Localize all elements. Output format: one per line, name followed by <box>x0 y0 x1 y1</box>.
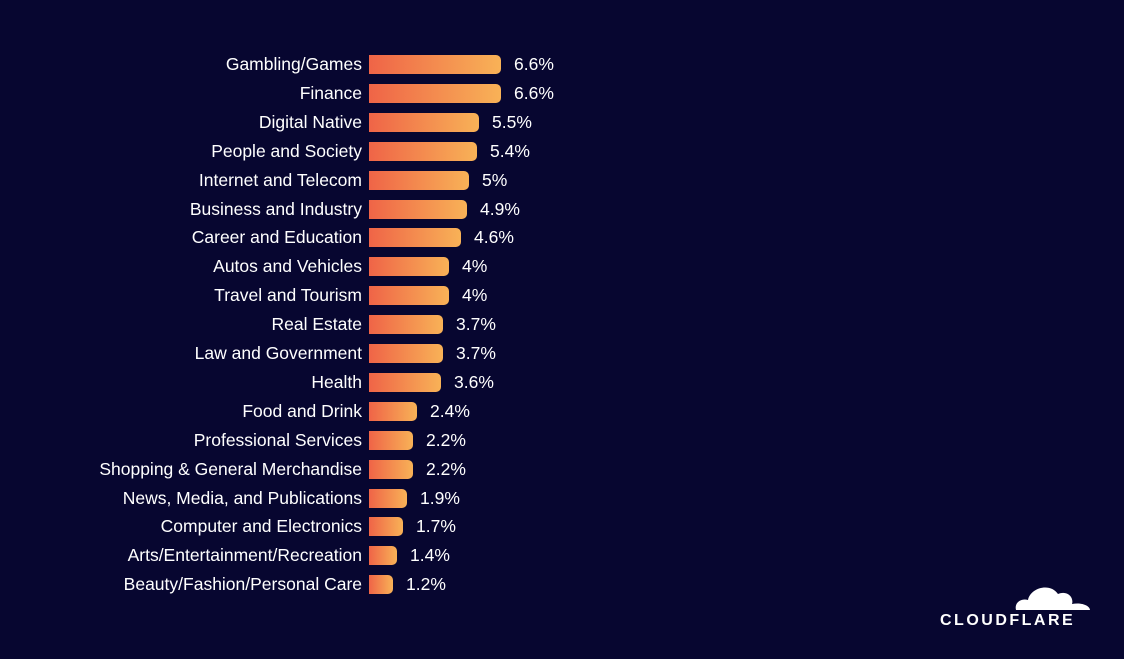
bar-row: Health 3.6% <box>0 371 1124 393</box>
data-label: 3.7% <box>456 314 496 335</box>
data-label: 5.5% <box>492 111 532 132</box>
category-label: News, Media, and Publications <box>122 487 362 508</box>
data-label: 1.7% <box>416 516 456 537</box>
bar-row: People and Society 5.4% <box>0 140 1124 162</box>
data-label: 1.2% <box>406 574 446 595</box>
bar-row: Gambling/Games 6.6% <box>0 53 1124 75</box>
data-label: 1.4% <box>410 545 450 566</box>
data-label: 6.6% <box>514 54 554 74</box>
category-label: Business and Industry <box>189 198 362 219</box>
bar <box>369 55 501 74</box>
bar <box>369 401 417 421</box>
bar-row: Law and Government 3.7% <box>0 342 1124 364</box>
category-label: Finance <box>299 82 362 103</box>
category-label: Internet and Telecom <box>198 169 362 190</box>
bar <box>369 488 407 508</box>
category-label: Law and Government <box>194 343 362 363</box>
data-label: 6.6% <box>514 82 554 103</box>
category-label: Autos and Vehicles <box>213 256 362 277</box>
category-label: Health <box>311 371 362 392</box>
data-label: 2.2% <box>426 458 466 479</box>
data-label: 3.7% <box>456 343 496 363</box>
bar-row: Autos and Vehicles 4% <box>0 255 1124 277</box>
category-label: People and Society <box>211 140 362 161</box>
data-label: 3.6% <box>454 371 494 392</box>
bar-row: Digital Native 5.5% <box>0 111 1124 133</box>
bar <box>369 228 461 248</box>
category-label: Digital Native <box>258 111 362 132</box>
bar-row: Finance 6.6% <box>0 82 1124 104</box>
bar-row: Professional Services 2.2% <box>0 429 1124 451</box>
category-label: Food and Drink <box>242 400 362 421</box>
bar-row: Food and Drink 2.4% <box>0 400 1124 422</box>
bar <box>369 575 393 595</box>
category-label: Beauty/Fashion/Personal Care <box>123 574 362 595</box>
bar <box>369 83 501 103</box>
bar-row: News, Media, and Publications 1.9% <box>0 487 1124 509</box>
bar-row: Real Estate 3.7% <box>0 313 1124 335</box>
data-label: 2.4% <box>430 400 470 421</box>
bar <box>369 344 443 363</box>
bar-row: Travel and Tourism 4% <box>0 284 1124 306</box>
category-label: Arts/Entertainment/Recreation <box>127 545 362 566</box>
data-label: 4% <box>462 285 488 306</box>
data-label: 2.2% <box>426 429 466 450</box>
data-label: 5.4% <box>490 140 530 161</box>
data-label: 4.9% <box>480 198 520 219</box>
category-label: Shopping & General Merchandise <box>99 458 362 479</box>
bar-row: Beauty/Fashion/Personal Care 1.2% <box>0 573 1124 595</box>
category-label: Professional Services <box>193 429 362 450</box>
bar <box>369 199 467 219</box>
data-label: 4% <box>462 256 488 277</box>
bar <box>369 257 449 277</box>
bar <box>369 372 441 392</box>
category-label: Real Estate <box>271 314 362 335</box>
category-label: Career and Education <box>191 227 362 248</box>
bar <box>369 170 469 190</box>
bar-row: Shopping & General Merchandise 2.2% <box>0 458 1124 480</box>
bar-row: Career and Education 4.6% <box>0 226 1124 248</box>
data-label: 1.9% <box>420 487 460 508</box>
data-label: 5% <box>482 169 508 190</box>
bar <box>369 286 449 306</box>
bar-row: Business and Industry 4.9% <box>0 198 1124 220</box>
data-label: 4.6% <box>474 227 514 248</box>
bar <box>369 430 413 450</box>
bar-row: Internet and Telecom 5% <box>0 169 1124 191</box>
bar-row: Computer and Electronics 1.7% <box>0 515 1124 537</box>
bar <box>369 315 443 335</box>
bar <box>369 459 413 479</box>
bar-row: Arts/Entertainment/Recreation 1.4% <box>0 544 1124 566</box>
logo-text: CLOUDFLARE <box>940 612 1076 629</box>
cloud-icon <box>1015 587 1090 610</box>
cloudflare-logo: CLOUDFLARE <box>940 578 1090 633</box>
category-label: Computer and Electronics <box>160 516 362 537</box>
bar <box>369 517 403 537</box>
bar <box>369 141 477 161</box>
category-label: Gambling/Games <box>225 54 362 74</box>
bar <box>369 546 397 566</box>
category-label: Travel and Tourism <box>214 285 362 306</box>
bar <box>369 112 479 132</box>
